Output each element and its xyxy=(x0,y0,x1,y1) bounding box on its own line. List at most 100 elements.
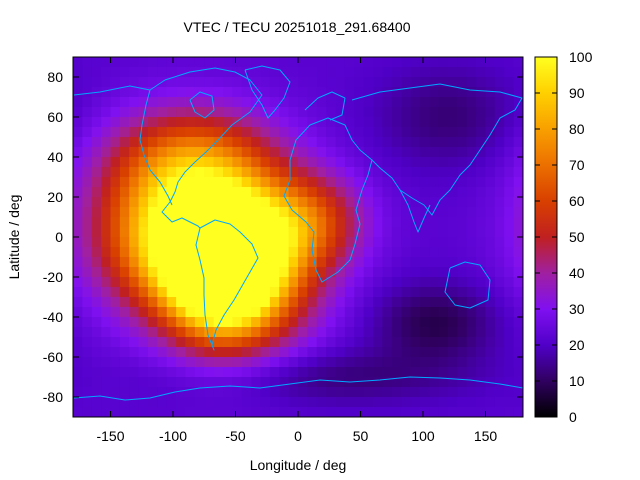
heatmap-cell xyxy=(73,377,83,388)
heatmap-cell xyxy=(448,137,458,148)
heatmap-cell xyxy=(129,77,140,88)
x-tick-label: 100 xyxy=(411,428,435,444)
heatmap-cell xyxy=(204,257,215,268)
heatmap-cell xyxy=(391,187,402,198)
heatmap-cell xyxy=(288,407,299,417)
heatmap-cell xyxy=(101,107,112,118)
heatmap-cell xyxy=(241,357,252,368)
heatmap-cell xyxy=(485,307,496,318)
heatmap-cell xyxy=(326,387,337,398)
heatmap-cell xyxy=(363,197,374,208)
heatmap-cell xyxy=(382,97,393,108)
heatmap-cell xyxy=(419,347,430,358)
heatmap-cell xyxy=(232,147,243,158)
heatmap-cell xyxy=(391,347,402,358)
heatmap-cell xyxy=(232,247,243,258)
heatmap-cell xyxy=(101,147,112,158)
heatmap-cell xyxy=(176,217,187,228)
heatmap-cell xyxy=(129,277,140,288)
heatmap-cell xyxy=(410,117,421,128)
heatmap-cell xyxy=(194,217,205,228)
heatmap-cell xyxy=(429,247,440,258)
heatmap-cell xyxy=(288,177,299,188)
heatmap-cell xyxy=(476,257,487,268)
heatmap-cell xyxy=(194,207,205,218)
heatmap-cell xyxy=(213,57,224,68)
heatmap-cell xyxy=(419,57,430,68)
heatmap-cell xyxy=(138,187,149,198)
heatmap-cell xyxy=(138,137,149,148)
heatmap-cell xyxy=(176,247,187,258)
heatmap-cell xyxy=(251,217,262,228)
heatmap-cell xyxy=(382,347,393,358)
heatmap-cell xyxy=(448,347,458,358)
heatmap-cell xyxy=(241,217,252,228)
heatmap-cell xyxy=(157,247,168,258)
heatmap-cell xyxy=(260,137,271,148)
heatmap-cell xyxy=(269,377,280,388)
heatmap-cell xyxy=(335,177,346,188)
heatmap-cell xyxy=(101,227,112,238)
heatmap-cell xyxy=(129,177,140,188)
heatmap-cell xyxy=(485,167,496,178)
heatmap-cell xyxy=(288,167,299,178)
heatmap-cell xyxy=(194,137,205,148)
heatmap-cell xyxy=(504,147,515,158)
heatmap-cell xyxy=(119,177,130,188)
heatmap-cell xyxy=(466,267,477,278)
heatmap-cell xyxy=(260,57,271,68)
heatmap-cell xyxy=(298,397,308,408)
colorbar-tick-label: 80 xyxy=(569,121,585,137)
heatmap-cell xyxy=(429,277,440,288)
heatmap-cell xyxy=(485,97,496,108)
heatmap-cell xyxy=(401,97,412,108)
heatmap-cell xyxy=(119,277,130,288)
heatmap-cell xyxy=(466,377,477,388)
heatmap-cell xyxy=(91,97,102,108)
heatmap-cell xyxy=(363,67,374,78)
heatmap-cell xyxy=(157,397,168,408)
heatmap-cell xyxy=(466,77,477,88)
heatmap-cell xyxy=(401,77,412,88)
heatmap-cell xyxy=(354,197,365,208)
heatmap-cell xyxy=(466,307,477,318)
heatmap-cell xyxy=(251,367,262,378)
heatmap-cell xyxy=(213,217,224,228)
heatmap-cell xyxy=(157,167,168,178)
heatmap-cell xyxy=(82,147,93,158)
heatmap-cell xyxy=(344,227,355,238)
heatmap-cell xyxy=(316,97,327,108)
heatmap-cell xyxy=(476,207,487,218)
heatmap-cell xyxy=(110,237,121,248)
heatmap-cell xyxy=(73,217,83,228)
heatmap-cell xyxy=(448,107,458,118)
heatmap-cell xyxy=(373,357,383,368)
heatmap-cell xyxy=(194,167,205,178)
heatmap-cell xyxy=(438,267,449,278)
heatmap-cell xyxy=(298,297,308,308)
heatmap-cell xyxy=(223,377,233,388)
heatmap-cell xyxy=(73,87,83,98)
heatmap-cell xyxy=(354,227,365,238)
heatmap-cell xyxy=(382,127,393,138)
heatmap-cell xyxy=(129,167,140,178)
heatmap-cell xyxy=(73,127,83,138)
heatmap-cell xyxy=(204,347,215,358)
heatmap-cell xyxy=(316,57,327,68)
heatmap-cell xyxy=(335,227,346,238)
heatmap-cell xyxy=(157,197,168,208)
heatmap-cell xyxy=(129,407,140,417)
heatmap-cell xyxy=(129,207,140,218)
heatmap-cell xyxy=(119,317,130,328)
heatmap-cell xyxy=(326,247,337,258)
heatmap-cell xyxy=(298,287,308,298)
heatmap-cell xyxy=(251,337,262,348)
y-tick-label: -60 xyxy=(43,349,63,365)
heatmap-cell xyxy=(232,397,243,408)
heatmap-cell xyxy=(110,287,121,298)
heatmap-cell xyxy=(223,387,233,398)
heatmap-cell xyxy=(129,67,140,78)
heatmap-cell xyxy=(260,407,271,417)
